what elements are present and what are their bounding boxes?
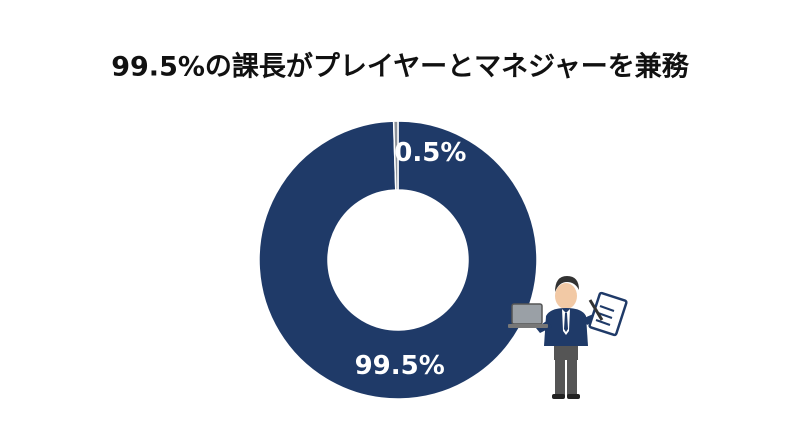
chart-title: 99.5%の課長がプレイヤーとマネジャーを兼務 <box>111 51 690 83</box>
value-label: 99.5% <box>355 351 445 381</box>
donut-slice <box>258 120 538 400</box>
donut-slice <box>392 120 399 191</box>
value-label: 0.5% <box>394 138 466 168</box>
illustration <box>508 276 628 399</box>
donut <box>258 120 538 400</box>
